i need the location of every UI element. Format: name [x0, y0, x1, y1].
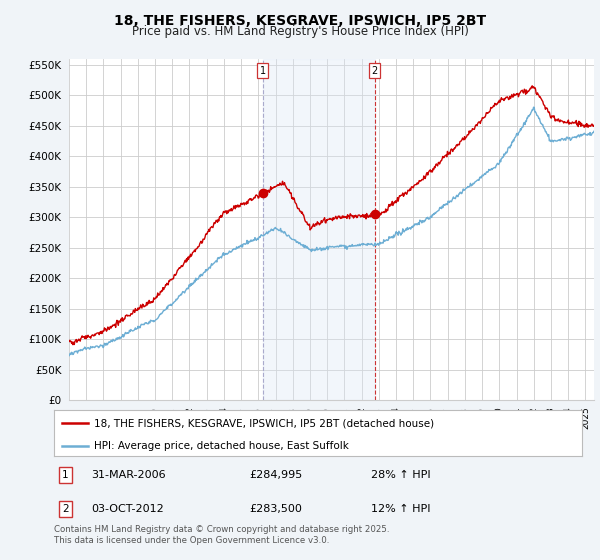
Text: £284,995: £284,995 — [250, 470, 302, 480]
Text: 12% ↑ HPI: 12% ↑ HPI — [371, 504, 430, 514]
Text: 18, THE FISHERS, KESGRAVE, IPSWICH, IP5 2BT: 18, THE FISHERS, KESGRAVE, IPSWICH, IP5 … — [114, 14, 486, 28]
Text: 1: 1 — [62, 470, 69, 480]
Text: 2: 2 — [371, 66, 377, 76]
Text: 03-OCT-2012: 03-OCT-2012 — [91, 504, 164, 514]
Text: 2: 2 — [62, 504, 69, 514]
Text: 18, THE FISHERS, KESGRAVE, IPSWICH, IP5 2BT (detached house): 18, THE FISHERS, KESGRAVE, IPSWICH, IP5 … — [94, 418, 434, 428]
Text: Price paid vs. HM Land Registry's House Price Index (HPI): Price paid vs. HM Land Registry's House … — [131, 25, 469, 38]
Text: Contains HM Land Registry data © Crown copyright and database right 2025.
This d: Contains HM Land Registry data © Crown c… — [54, 525, 389, 545]
Text: 1: 1 — [260, 66, 266, 76]
Text: 28% ↑ HPI: 28% ↑ HPI — [371, 470, 430, 480]
Text: 31-MAR-2006: 31-MAR-2006 — [91, 470, 166, 480]
Text: £283,500: £283,500 — [250, 504, 302, 514]
Text: HPI: Average price, detached house, East Suffolk: HPI: Average price, detached house, East… — [94, 441, 349, 451]
Bar — [263, 59, 374, 400]
